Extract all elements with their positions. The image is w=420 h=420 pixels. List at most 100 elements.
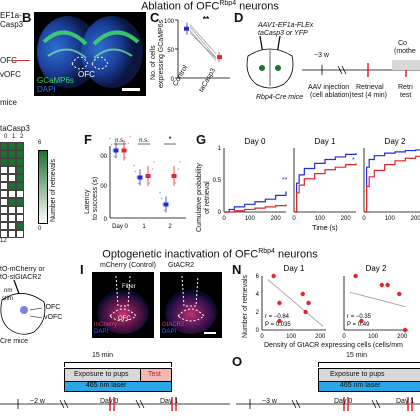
panel-e-legend-min: 0 <box>38 226 42 232</box>
panel-f-dot-control <box>110 143 113 146</box>
heatmap-cell <box>8 142 16 150</box>
heatmap-cell <box>8 166 16 174</box>
panel-h-vofc-label: vOFC <box>44 314 63 321</box>
panel-h-stim-label: stim <box>2 296 13 302</box>
panel-f-ylabel-1: Latency <box>84 189 91 214</box>
panel-n-point <box>277 300 282 306</box>
panel-n-xtick: 0 <box>342 334 346 340</box>
panel-c-mean-tacasp3 <box>217 55 222 60</box>
panel-e-row-end: 12 <box>0 238 7 244</box>
panel-b-gcamp-label: GCaMP6s <box>37 76 74 85</box>
panel-n-point <box>271 273 276 279</box>
panel-e-col-2: 2 <box>20 134 24 140</box>
panel-g-xtick: 100 <box>385 216 396 222</box>
heatmap-cell <box>0 198 8 206</box>
panel-d-test-4min: test (4 min) <box>352 92 388 99</box>
heatmap-cell <box>8 214 16 222</box>
panel-d-timeline <box>302 60 420 77</box>
panel-letter-g: G <box>196 132 207 147</box>
panel-g-xlabel: Time (s) <box>312 225 337 232</box>
panel-g-sig: ** <box>282 177 288 184</box>
bl-timeline-test-label: Test <box>148 371 161 378</box>
panel-a-arrow <box>12 60 30 61</box>
panel-g-curve-tacasp3 <box>294 163 357 213</box>
panel-e-legend-label: Number of retrievals <box>50 158 57 222</box>
heatmap-cell <box>16 150 24 158</box>
panel-i-control-image <box>97 275 149 334</box>
panel-letter-o: O <box>232 354 243 369</box>
panel-letter-f: F <box>84 132 92 147</box>
panel-i-micrograph-control: Fiber OFC mCherry DAPI <box>92 272 154 338</box>
panel-c-ytick-100: 100 <box>164 19 175 25</box>
panel-c-pair-line-2 <box>189 24 217 54</box>
panel-o-exposure-label: Exposure to pups <box>330 371 385 378</box>
panel-f-mean-control <box>137 175 143 180</box>
panel-i-micrograph-gtacr2: GtACR2 DAPI <box>160 272 222 338</box>
panel-c-significance: ** <box>203 15 210 24</box>
bl-timeline-exposure-label: Exposure to pups <box>74 371 129 378</box>
panel-n-point <box>306 300 311 306</box>
panel-a-mice-label: mice <box>0 98 17 107</box>
heatmap-cell <box>16 198 24 206</box>
heatmap-cell <box>16 190 24 198</box>
bl-timeline-axis <box>0 397 230 411</box>
bl-timeline-laser-label: 465 nm laser <box>86 382 127 389</box>
panel-n-point <box>300 291 305 297</box>
section-title-sup: Rbp4 <box>219 0 237 7</box>
panel-h-virus-line2: tO-stGtACR2 <box>0 274 42 281</box>
heatmap-cell <box>8 222 16 230</box>
panel-c-pair-line-3 <box>189 32 217 59</box>
panel-h-virus-line1: tO-mCherry or <box>0 266 45 273</box>
panel-f-dot-tacasp3 <box>148 182 151 184</box>
panel-h-brain-schematic <box>0 280 46 335</box>
panel-f-dot-tacasp3 <box>150 175 152 177</box>
panel-c-plot: 100 50 0 ** <box>164 15 230 83</box>
panel-f-dot-control <box>112 149 114 152</box>
panel-g-ytick: 0.5 <box>213 178 222 184</box>
heatmap-cell <box>0 206 8 214</box>
panel-a-virus-line1: EF1a- <box>0 11 22 20</box>
panel-n-xtick: 100 <box>368 334 379 340</box>
panel-g-title-day1: Day 1 <box>315 137 336 146</box>
heatmap-cell <box>8 158 16 166</box>
panel-letter-d: D <box>234 10 244 25</box>
heatmap-cell <box>0 182 8 190</box>
panel-n-point <box>385 282 390 288</box>
panel-f-dot-tacasp3 <box>127 142 130 145</box>
panel-letter-n: N <box>232 262 242 277</box>
panel-f-dot-control <box>109 137 111 140</box>
panel-f-ytick-100: 100 <box>100 184 108 190</box>
panel-b-dapi-label: DAPI <box>37 85 56 94</box>
panel-d-t-minus-3w: ~3 w <box>314 52 329 59</box>
panel-i-mcherry-label: mCherry <box>94 322 118 328</box>
panel-f-xtick-day0: Day 0 <box>112 224 128 230</box>
panel-a-virus-line2: Casp3 <box>0 20 24 29</box>
bl-timeline-day0: Day 0 <box>100 398 119 405</box>
panel-g-subplot-day1: Day 1 0 100 200 * <box>292 137 357 222</box>
panel-d-mother-label: (mothe <box>394 48 416 55</box>
panel-n-p-value: P = 0.49 <box>347 322 370 328</box>
bl-timeline-day1: Day 1 <box>160 398 179 405</box>
heatmap-cell <box>16 166 24 174</box>
panel-n-point <box>402 327 408 333</box>
panel-g-sig: * <box>352 157 355 164</box>
panel-f-sig-day0: n.s. <box>115 138 125 144</box>
panel-n-point <box>303 309 308 315</box>
panel-i-ofc-label-control: OFC <box>118 316 131 322</box>
panel-f-dot-tacasp3 <box>129 135 131 138</box>
panel-f-mean-tacasp3 <box>145 174 151 178</box>
heatmap-cell <box>16 206 24 214</box>
heatmap-cell <box>16 182 24 190</box>
panel-n-point <box>397 291 402 297</box>
panel-o-day0: Day 0 <box>334 398 353 405</box>
panel-c-ytick-0: 0 <box>171 77 175 83</box>
panel-i-gtacr2-image <box>165 275 217 334</box>
panel-n-xtick: 200 <box>315 334 326 340</box>
heatmap-cell <box>16 174 24 182</box>
heatmap-cell <box>0 230 8 238</box>
panel-n-xlabel: Density of GtACR expressing cells (cells… <box>264 342 403 349</box>
panel-g-xtick: 200 <box>271 216 282 222</box>
panel-h-lofc-label: lOFC <box>44 304 61 311</box>
panel-o-t-minus-3w: ~3 w <box>262 398 277 405</box>
